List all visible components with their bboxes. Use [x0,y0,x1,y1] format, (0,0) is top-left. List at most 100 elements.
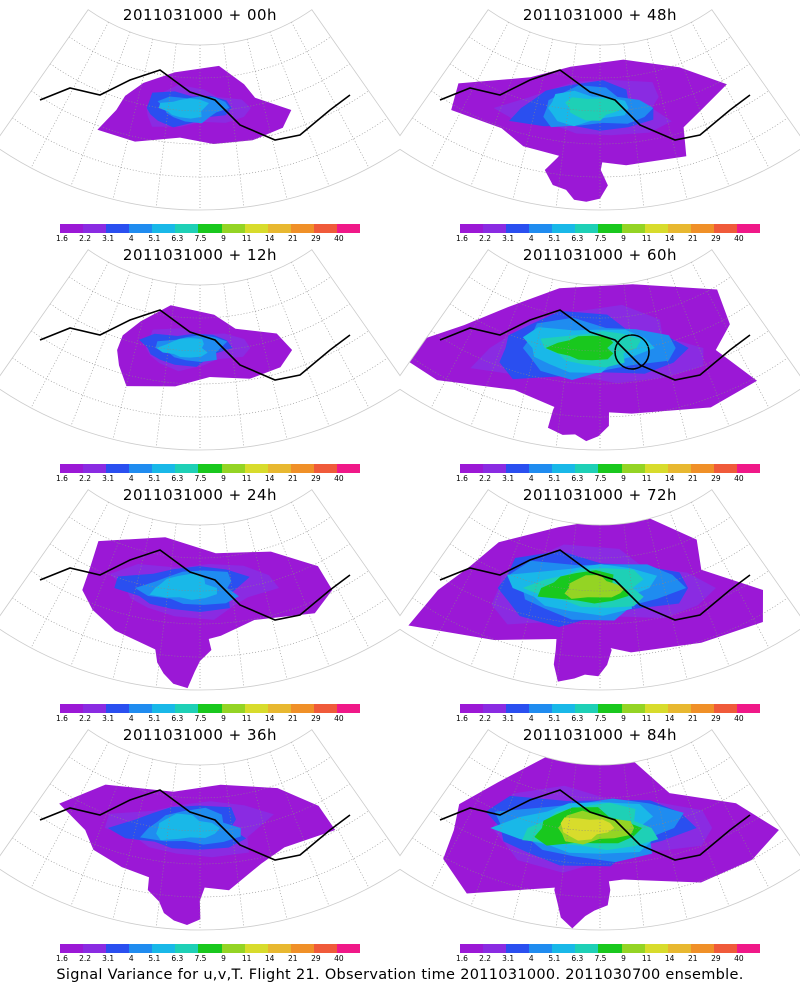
colorbar-tick-label: 11 [641,234,652,243]
polar-map [400,729,800,931]
forecast-panel: 2011031000 + 48h 1.6 2.2 3.1 4 5.1 6.3 7.5 9 11 14… [400,0,800,243]
variance-tail-region [553,612,612,682]
polar-map [0,489,400,691]
colorbar [60,464,361,473]
colorbar-tick-label: 11 [241,474,252,483]
forecast-panel: 2011031000 + 00h 1.6 2.2 3.1 4 5.1 6.3 7.5 9 11 14… [0,0,400,243]
coastline [39,69,351,141]
colorbar-swatch [60,704,84,713]
meridian-line [246,39,288,200]
colorbar-tick-label: 2.2 [79,234,92,243]
colorbar-tick-label: 7.5 [594,954,607,963]
meridian-line [623,763,645,928]
parallel-line [69,276,331,319]
colorbar-swatch [313,464,337,473]
colorbar-tick-label: 21 [687,714,698,723]
colorbar-tick-label: 11 [241,954,252,963]
meridian-line [269,511,330,667]
colorbar [460,944,761,953]
colorbar-tick-label: 3.1 [102,954,115,963]
colorbar-swatch [713,224,737,233]
colorbar-ticks: 1.6 2.2 3.1 4 5.1 6.3 7.5 9 11 14 21 29 40 [456,474,760,484]
colorbar-tick-label: 9 [621,954,626,963]
colorbar-tick-label: 7.5 [594,714,607,723]
colorbar-swatch [667,464,691,473]
colorbar-tick-label: 9 [221,474,226,483]
colorbar-tick-label: 40 [334,714,344,723]
meridian-line [70,31,131,187]
meridian-line [223,283,245,448]
colorbar-tick-label: 4 [528,714,534,723]
polar-map [0,9,400,211]
parallel-line [450,783,750,832]
colorbar-swatch [598,704,622,713]
parallel-line [12,837,388,898]
panel-title: 2011031000 + 84h [522,726,678,744]
variance-field [59,784,336,925]
meridian-line [555,43,577,208]
colorbar-tick-label: 21 [287,954,298,963]
colorbar-tick-label: 7.5 [194,234,207,243]
colorbar-swatch [621,944,645,953]
meridian-line [246,759,288,920]
colorbar-swatch [60,224,84,233]
colorbar-swatch [690,464,714,473]
meridian-line [155,283,177,448]
colorbar-swatch [552,224,576,233]
colorbar-tick-label: 7.5 [594,234,607,243]
colorbar-ticks: 1.6 2.2 3.1 4 5.1 6.3 7.5 9 11 14 21 29 40 [56,954,360,964]
colorbar-swatch [221,224,245,233]
colorbar-swatch [152,464,176,473]
colorbar-tick-label: 1.6 [456,474,468,483]
map-boundary [0,489,400,691]
colorbar-swatch [506,464,530,473]
colorbar-swatch [529,464,553,473]
colorbar-swatch [175,224,199,233]
colorbar-swatch [460,224,484,233]
colorbar-tick-label: 5.1 [548,474,561,483]
colorbar-tick-label: 4 [128,474,134,483]
meridian-line [669,271,730,427]
colorbar-swatch [575,224,599,233]
variance-field [117,305,293,387]
parallel-line [12,597,388,658]
meridian-line [430,22,509,169]
colorbar-tick-label: 3.1 [102,474,115,483]
colorbar-swatch [267,944,291,953]
colorbar-tick-label: 11 [641,714,652,723]
meridian-line [669,511,730,667]
variance-tail-region [544,137,608,202]
parallel-line [412,837,788,898]
colorbar-swatch [506,224,530,233]
colorbar-swatch [529,704,553,713]
panel-title: 2011031000 + 60h [522,246,678,264]
colorbar-tick-label: 11 [241,714,252,723]
colorbar-tick-label: 21 [687,474,698,483]
meridian-line [555,763,577,928]
colorbar-swatch [736,944,761,953]
meridian-line [646,279,688,440]
colorbar-swatch [336,944,361,953]
parallel-line [12,117,388,178]
map-boundary [0,729,400,931]
colorbar [60,224,361,233]
meridian-line [291,262,370,409]
parallel-line [469,276,731,319]
colorbar-tick-label: 14 [264,714,275,723]
colorbar-tick-label: 2.2 [79,474,92,483]
colorbar-tick-label: 21 [687,954,698,963]
colorbar-swatch [198,944,222,953]
colorbar-swatch [598,224,622,233]
colorbar-swatch [152,944,176,953]
meridian-line [646,759,688,920]
variance-contour-level [156,338,208,358]
map-boundary [400,9,800,211]
parallel-line [50,63,350,112]
meridian-line [246,279,288,440]
colorbar-swatch [736,464,761,473]
colorbar-tick-label: 9 [621,714,626,723]
colorbar-swatch [667,944,691,953]
panel-title: 2011031000 + 72h [522,486,678,504]
colorbar-tick-label: 40 [334,234,344,243]
colorbar-ticks: 1.6 2.2 3.1 4 5.1 6.3 7.5 9 11 14 21 29 40 [456,234,760,244]
